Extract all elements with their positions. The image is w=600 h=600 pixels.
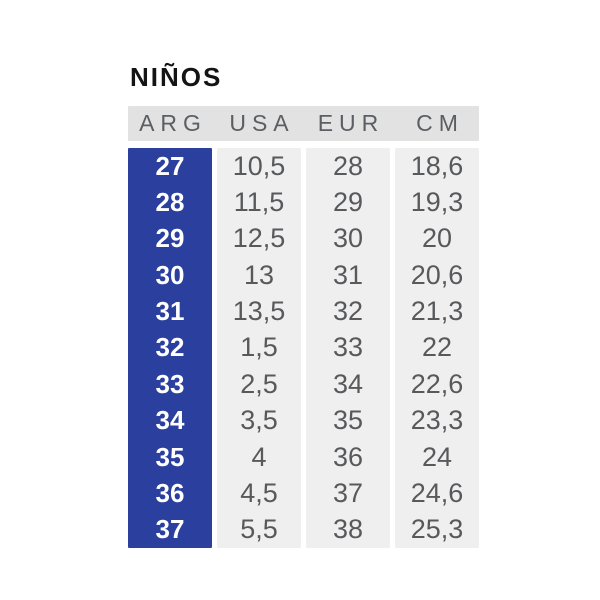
size-cell: 4 <box>251 441 267 472</box>
size-cell: 32 <box>332 296 364 327</box>
arg-size-cell: 35 <box>155 441 185 472</box>
arg-size-cell: 28 <box>155 187 185 218</box>
size-cell: 20,6 <box>410 259 464 290</box>
arg-size-cell: 27 <box>155 150 185 181</box>
size-cell: 29 <box>332 187 364 218</box>
size-cell: 25,3 <box>410 514 464 545</box>
size-cell: 33 <box>332 332 364 363</box>
size-cell: 38 <box>332 514 364 545</box>
chart-title: NIÑOS <box>130 62 223 92</box>
arg-size-cell: 32 <box>155 332 185 363</box>
size-cell: 37 <box>332 477 364 508</box>
table-body: 27 28 29 30 31 32 33 34 35 36 37 10,5 11… <box>128 148 479 548</box>
size-cell: 10,5 <box>232 150 286 181</box>
arg-size-cell: 34 <box>155 405 185 436</box>
column-header-arg: ARG <box>139 110 207 136</box>
size-cell: 13 <box>243 259 275 290</box>
size-cell: 35 <box>332 405 364 436</box>
table-header-row: ARG USA EUR CM <box>128 106 479 141</box>
size-cell: 22 <box>421 332 453 363</box>
size-cell: 19,3 <box>410 187 464 218</box>
size-cell: 30 <box>332 223 364 254</box>
size-cell: 1,5 <box>240 332 278 363</box>
arg-size-cell: 29 <box>155 223 185 254</box>
size-cell: 31 <box>332 259 364 290</box>
arg-size-cell: 30 <box>155 259 185 290</box>
column-arg: 27 28 29 30 31 32 33 34 35 36 37 <box>128 148 212 548</box>
column-eur: 28 29 30 31 32 33 34 35 36 37 38 <box>306 148 390 548</box>
column-header-eur: EUR <box>317 110 385 136</box>
size-cell: 18,6 <box>410 150 464 181</box>
size-cell: 11,5 <box>233 187 285 218</box>
column-header-cm: CM <box>416 110 464 136</box>
size-cell: 23,3 <box>410 405 464 436</box>
size-cell: 34 <box>332 368 364 399</box>
size-cell: 5,5 <box>240 514 278 545</box>
size-cell: 4,5 <box>240 477 278 508</box>
size-conversion-table: ARG USA EUR CM 27 28 29 30 31 32 33 34 3… <box>128 106 479 548</box>
size-cell: 12,5 <box>232 223 286 254</box>
size-cell: 13,5 <box>232 296 286 327</box>
size-cell: 24,6 <box>410 477 464 508</box>
size-cell: 22,6 <box>410 368 464 399</box>
size-cell: 28 <box>332 150 364 181</box>
column-usa: 10,5 11,5 12,5 13 13,5 1,5 2,5 3,5 4 4,5… <box>217 148 301 548</box>
arg-size-cell: 37 <box>155 514 185 545</box>
arg-size-cell: 31 <box>155 296 185 327</box>
size-cell: 2,5 <box>240 368 278 399</box>
arg-size-cell: 33 <box>155 368 185 399</box>
size-cell: 36 <box>332 441 364 472</box>
size-cell: 21,3 <box>410 296 464 327</box>
size-cell: 24 <box>421 441 453 472</box>
column-header-usa: USA <box>229 110 295 136</box>
size-cell: 3,5 <box>240 405 278 436</box>
size-cell: 20 <box>421 223 453 254</box>
arg-size-cell: 36 <box>155 477 185 508</box>
column-cm: 18,6 19,3 20 20,6 21,3 22 22,6 23,3 24 2… <box>395 148 479 548</box>
